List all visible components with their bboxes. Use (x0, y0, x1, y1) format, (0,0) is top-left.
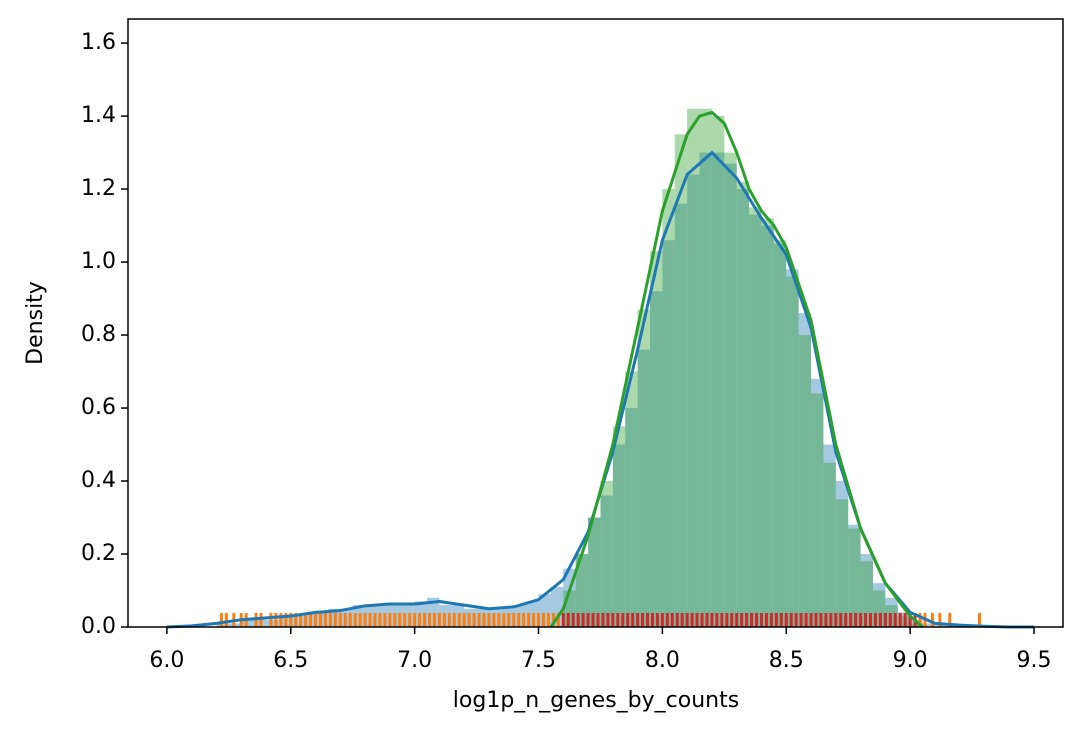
x-tick-label: 7.0 (397, 648, 432, 673)
histogram-bar (674, 134, 688, 627)
histogram-bar (786, 276, 799, 627)
histogram-bar (711, 152, 725, 627)
histogram-bar (786, 269, 799, 627)
histogram-bar (625, 371, 638, 627)
histogram-bar (637, 309, 651, 627)
histogram-bar (761, 218, 774, 627)
y-tick-label: 1.0 (81, 249, 116, 274)
histogram-bar (773, 240, 787, 627)
histogram-bar (575, 554, 589, 627)
x-tick-label: 7.5 (521, 648, 556, 673)
y-axis-label: Density (23, 281, 48, 365)
x-tick-label: 8.0 (645, 648, 680, 673)
histogram-bar (798, 335, 812, 627)
histogram-bar (588, 517, 601, 627)
histogram-bar (711, 116, 725, 628)
histogram-bar (662, 240, 675, 627)
histogram-bar (922, 623, 935, 627)
histogram-bar (687, 108, 700, 627)
x-tick-label: 9.0 (893, 648, 928, 673)
y-tick-label: 1.4 (81, 103, 116, 128)
histogram-bar (736, 189, 750, 627)
histogram-bar (699, 108, 712, 627)
histogram-bar (612, 426, 626, 627)
histogram-bar (699, 152, 712, 627)
x-tick-label: 6.5 (273, 648, 308, 673)
y-tick-label: 1.2 (81, 176, 116, 201)
histogram-bar (798, 313, 812, 627)
histogram-bar (773, 243, 787, 628)
histogram-bar (823, 462, 836, 627)
histogram-bar (848, 528, 861, 627)
y-tick-label: 0.4 (81, 468, 116, 493)
y-tick-label: 0.0 (81, 614, 116, 639)
histogram-bar (687, 174, 700, 627)
histogram-bar (749, 207, 762, 627)
x-tick-label: 8.5 (769, 648, 804, 673)
histogram-bar (625, 408, 638, 627)
histogram-bar (724, 163, 737, 627)
plot-frame (127, 18, 1064, 628)
histogram-bar (588, 517, 601, 627)
histogram-bar (674, 203, 688, 627)
x-axis-label: log1p_n_genes_by_counts (453, 688, 739, 713)
histogram-bar (662, 189, 675, 627)
histogram-bar (612, 444, 626, 627)
histogram-bar (650, 251, 663, 627)
y-tick-label: 0.8 (81, 322, 116, 347)
x-tick-label: 6.0 (149, 648, 184, 673)
histogram-bar (575, 554, 589, 627)
y-tick-label: 1.6 (81, 30, 116, 55)
histogram-bar (650, 291, 663, 627)
histogram-bar (835, 499, 849, 627)
histogram-bar (835, 481, 849, 627)
histogram-bar (823, 444, 836, 627)
histogram-bar (860, 554, 873, 627)
histogram-bar (860, 561, 873, 627)
x-tick-label: 9.5 (1017, 648, 1052, 673)
histogram-bar (749, 214, 762, 628)
y-tick-label: 0.2 (81, 541, 116, 566)
histogram-bar (761, 225, 774, 627)
histogram-bar (811, 393, 824, 627)
histogram-bar (811, 378, 824, 627)
histogram-bar (736, 181, 750, 627)
kde-line (549, 110, 924, 629)
y-tick-label: 0.6 (81, 395, 116, 420)
histogram-bar (600, 481, 613, 627)
histogram-bar (637, 349, 651, 627)
histogram-bar (600, 495, 613, 627)
histogram-bar (848, 524, 861, 627)
histogram-bar (724, 152, 737, 627)
